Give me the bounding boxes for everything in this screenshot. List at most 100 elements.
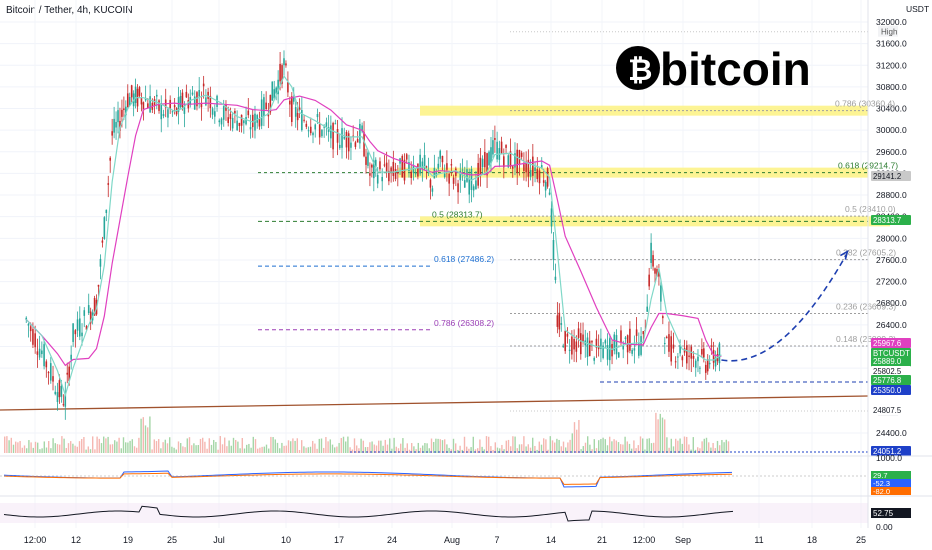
candle-body (652, 255, 654, 267)
volume-bar (490, 446, 492, 453)
volume-bar (664, 419, 666, 453)
hl-label: High (881, 28, 897, 37)
volume-bar (415, 449, 417, 453)
y-tick-label: 28000.0 (876, 233, 907, 243)
volume-bar (384, 439, 386, 453)
candle-body (119, 120, 121, 131)
volume-bar (540, 444, 543, 453)
candle-body (196, 92, 198, 107)
volume-bar (221, 444, 224, 453)
price-badge (871, 375, 911, 385)
volume-bar (391, 448, 393, 453)
y-tick-label: 31200.0 (876, 60, 907, 70)
candle-body (640, 336, 642, 355)
candle-body (697, 356, 699, 362)
candle-body (423, 155, 426, 169)
macd-badge-text: -82.0 (873, 487, 890, 496)
candle-body (620, 330, 622, 343)
volume-bar (323, 447, 325, 453)
candle-body (514, 153, 516, 168)
volume-bar (351, 449, 353, 453)
volume-bar (202, 437, 204, 453)
volume-bar (683, 436, 686, 453)
volume-bar (690, 449, 692, 453)
macd-badge-text: -52.3 (873, 479, 890, 488)
candle-body (332, 122, 334, 150)
candle-body (240, 114, 243, 126)
candle-body (74, 330, 77, 335)
candle-body (638, 343, 640, 356)
volume-bar (184, 447, 186, 453)
volume-bar (622, 444, 624, 453)
candle-body (410, 171, 413, 178)
candle-body (140, 98, 143, 105)
volume-bar (441, 440, 444, 453)
volume-bar (17, 442, 19, 453)
candle-body (271, 81, 274, 101)
volume-bar (34, 441, 37, 453)
volume-bar (158, 439, 160, 453)
volume-bar (549, 436, 551, 453)
volume-bar (217, 449, 219, 453)
volume-bar (230, 445, 232, 453)
volume-bar (611, 441, 613, 453)
volume-bar (529, 447, 532, 453)
volume-bar (459, 445, 461, 453)
volume-bar (133, 446, 136, 453)
candle-body (52, 376, 54, 382)
candle-body (236, 120, 238, 131)
candle-body (121, 109, 123, 117)
volume-bar (70, 441, 72, 453)
fib-band (420, 216, 890, 227)
volume-bar (334, 447, 336, 453)
volume-bar (507, 439, 510, 453)
volume-bar (419, 447, 422, 453)
candle-body (277, 79, 279, 95)
candle-body (167, 109, 169, 118)
volume-bar (516, 448, 518, 453)
price-badge (871, 385, 911, 395)
volume-bar (283, 445, 285, 453)
candle-body (466, 169, 468, 182)
volume-bar (474, 449, 477, 453)
candle-body (83, 310, 86, 316)
price-badge (871, 171, 911, 181)
volume-bar (301, 440, 303, 453)
volume-bar (428, 448, 430, 453)
volume-bar (716, 440, 719, 453)
volume-bar (635, 448, 637, 453)
volume-bar (76, 446, 78, 453)
volume-bar (380, 440, 382, 453)
candle-body (525, 161, 527, 173)
candle-body (314, 124, 317, 130)
candle-body (580, 333, 582, 355)
rsi-line (3, 505, 734, 522)
volume-bar (296, 438, 298, 453)
volume-bar (122, 437, 125, 453)
candle-body (70, 354, 72, 360)
volume-bar (587, 436, 589, 453)
candle-body (573, 338, 575, 350)
candle-body (706, 359, 709, 372)
volume-bar (292, 438, 294, 453)
volume-bar (213, 439, 215, 453)
volume-bar (727, 441, 730, 453)
trend-line (0, 395, 869, 411)
candle-body (511, 166, 514, 169)
candle-body (446, 163, 448, 170)
candle-body (437, 163, 440, 169)
candle-body (123, 108, 125, 111)
candle-body (490, 147, 492, 164)
price-badge-text: 24807.5 (873, 406, 902, 415)
macd-line (3, 470, 733, 488)
candle-body (107, 183, 110, 185)
volume-bar (149, 416, 151, 453)
volume-bar (400, 443, 402, 453)
x-tick-label: 12:00 (24, 535, 47, 545)
volume-bar (560, 446, 562, 453)
candle-body (99, 258, 102, 267)
volume-bar (598, 440, 600, 453)
candle-body (41, 350, 43, 355)
candle-body (602, 345, 604, 358)
